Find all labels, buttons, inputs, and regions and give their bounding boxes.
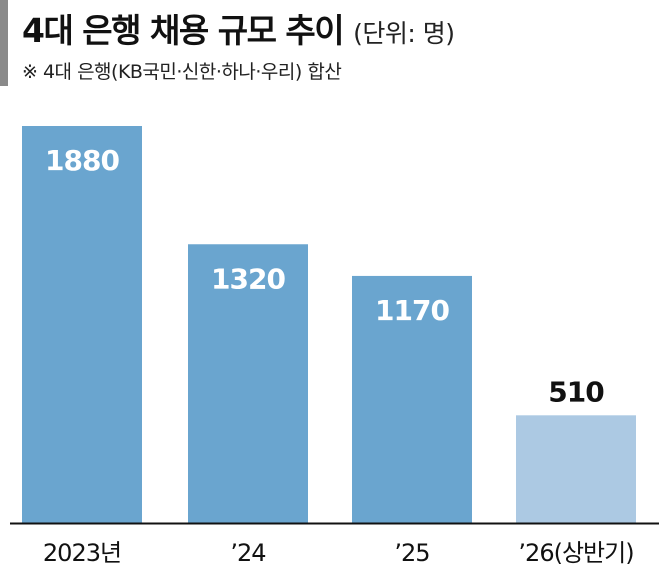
x-tick-label-1: ’24 — [230, 539, 265, 567]
bar-2 — [352, 275, 472, 523]
bar-1 — [188, 244, 308, 524]
title-accent-bar — [0, 0, 8, 86]
chart-title-text: 4대 은행 채용 규모 추이 — [22, 11, 345, 50]
x-tick-label-0: 2023년 — [43, 539, 121, 567]
bar-value-label-0: 1880 — [45, 144, 119, 177]
bar-value-label-3: 510 — [548, 375, 604, 408]
chart-note: ※ 4대 은행(KB국민·신한·하나·우리) 합산 — [22, 61, 342, 83]
chart-title: 4대 은행 채용 규모 추이 (단위: 명) — [22, 4, 455, 52]
bar-0 — [22, 126, 142, 523]
x-tick-label-3: ’26(상반기) — [518, 539, 633, 567]
bar-3 — [516, 415, 636, 523]
bar-value-label-1: 1320 — [211, 262, 285, 295]
bar-value-label-2: 1170 — [375, 294, 449, 327]
x-tick-label-2: ’25 — [394, 539, 429, 567]
unit-label: (단위: 명) — [353, 19, 455, 48]
